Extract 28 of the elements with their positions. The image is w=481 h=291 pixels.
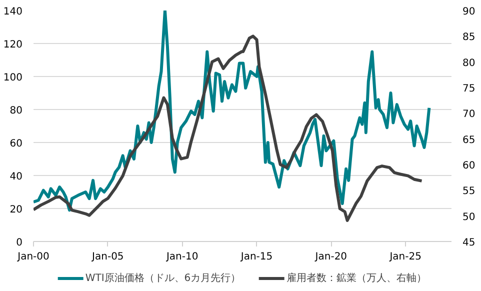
y2-tick-label: 70 xyxy=(462,109,476,120)
x-tick-label: Jan-15 xyxy=(240,252,273,262)
y2-tick-label: 65 xyxy=(462,134,476,146)
x-tick-label: Jan-20 xyxy=(314,252,348,262)
y2-tick-label: 60 xyxy=(462,160,476,172)
line-series xyxy=(34,34,424,222)
y-tick-label: 20 xyxy=(10,204,23,216)
y2-tick-label: 80 xyxy=(462,58,476,69)
x-tick-label: Jan-10 xyxy=(165,252,198,262)
y2-tick-label: 85 xyxy=(462,32,476,44)
y-tick-label: 140 xyxy=(3,6,23,18)
y2-tick-label: 55 xyxy=(462,186,476,198)
y2-tick-label: 75 xyxy=(462,84,476,94)
y-tick-label: 100 xyxy=(3,72,23,84)
y-tick-label: 0 xyxy=(16,238,23,248)
y-tick-label: 60 xyxy=(10,138,23,150)
line-series xyxy=(34,10,431,212)
y-tick-label: 40 xyxy=(10,172,23,182)
y2-tick-label: 45 xyxy=(462,238,476,248)
y2-tick-label: 90 xyxy=(462,6,476,18)
x-tick-label: Jan-00 xyxy=(16,252,50,262)
y2-tick-label: 50 xyxy=(462,212,476,223)
y-tick-label: 80 xyxy=(10,106,23,116)
y-tick-label: 120 xyxy=(3,40,23,50)
legend-label: 雇用者数：鉱業（万人、右軸） xyxy=(286,272,427,285)
x-tick-label: Jan-05 xyxy=(91,252,124,262)
legend-label: WTI原油価格（ドル、6カ月先行） xyxy=(85,272,241,285)
x-tick-label: Jan-25 xyxy=(388,252,422,262)
